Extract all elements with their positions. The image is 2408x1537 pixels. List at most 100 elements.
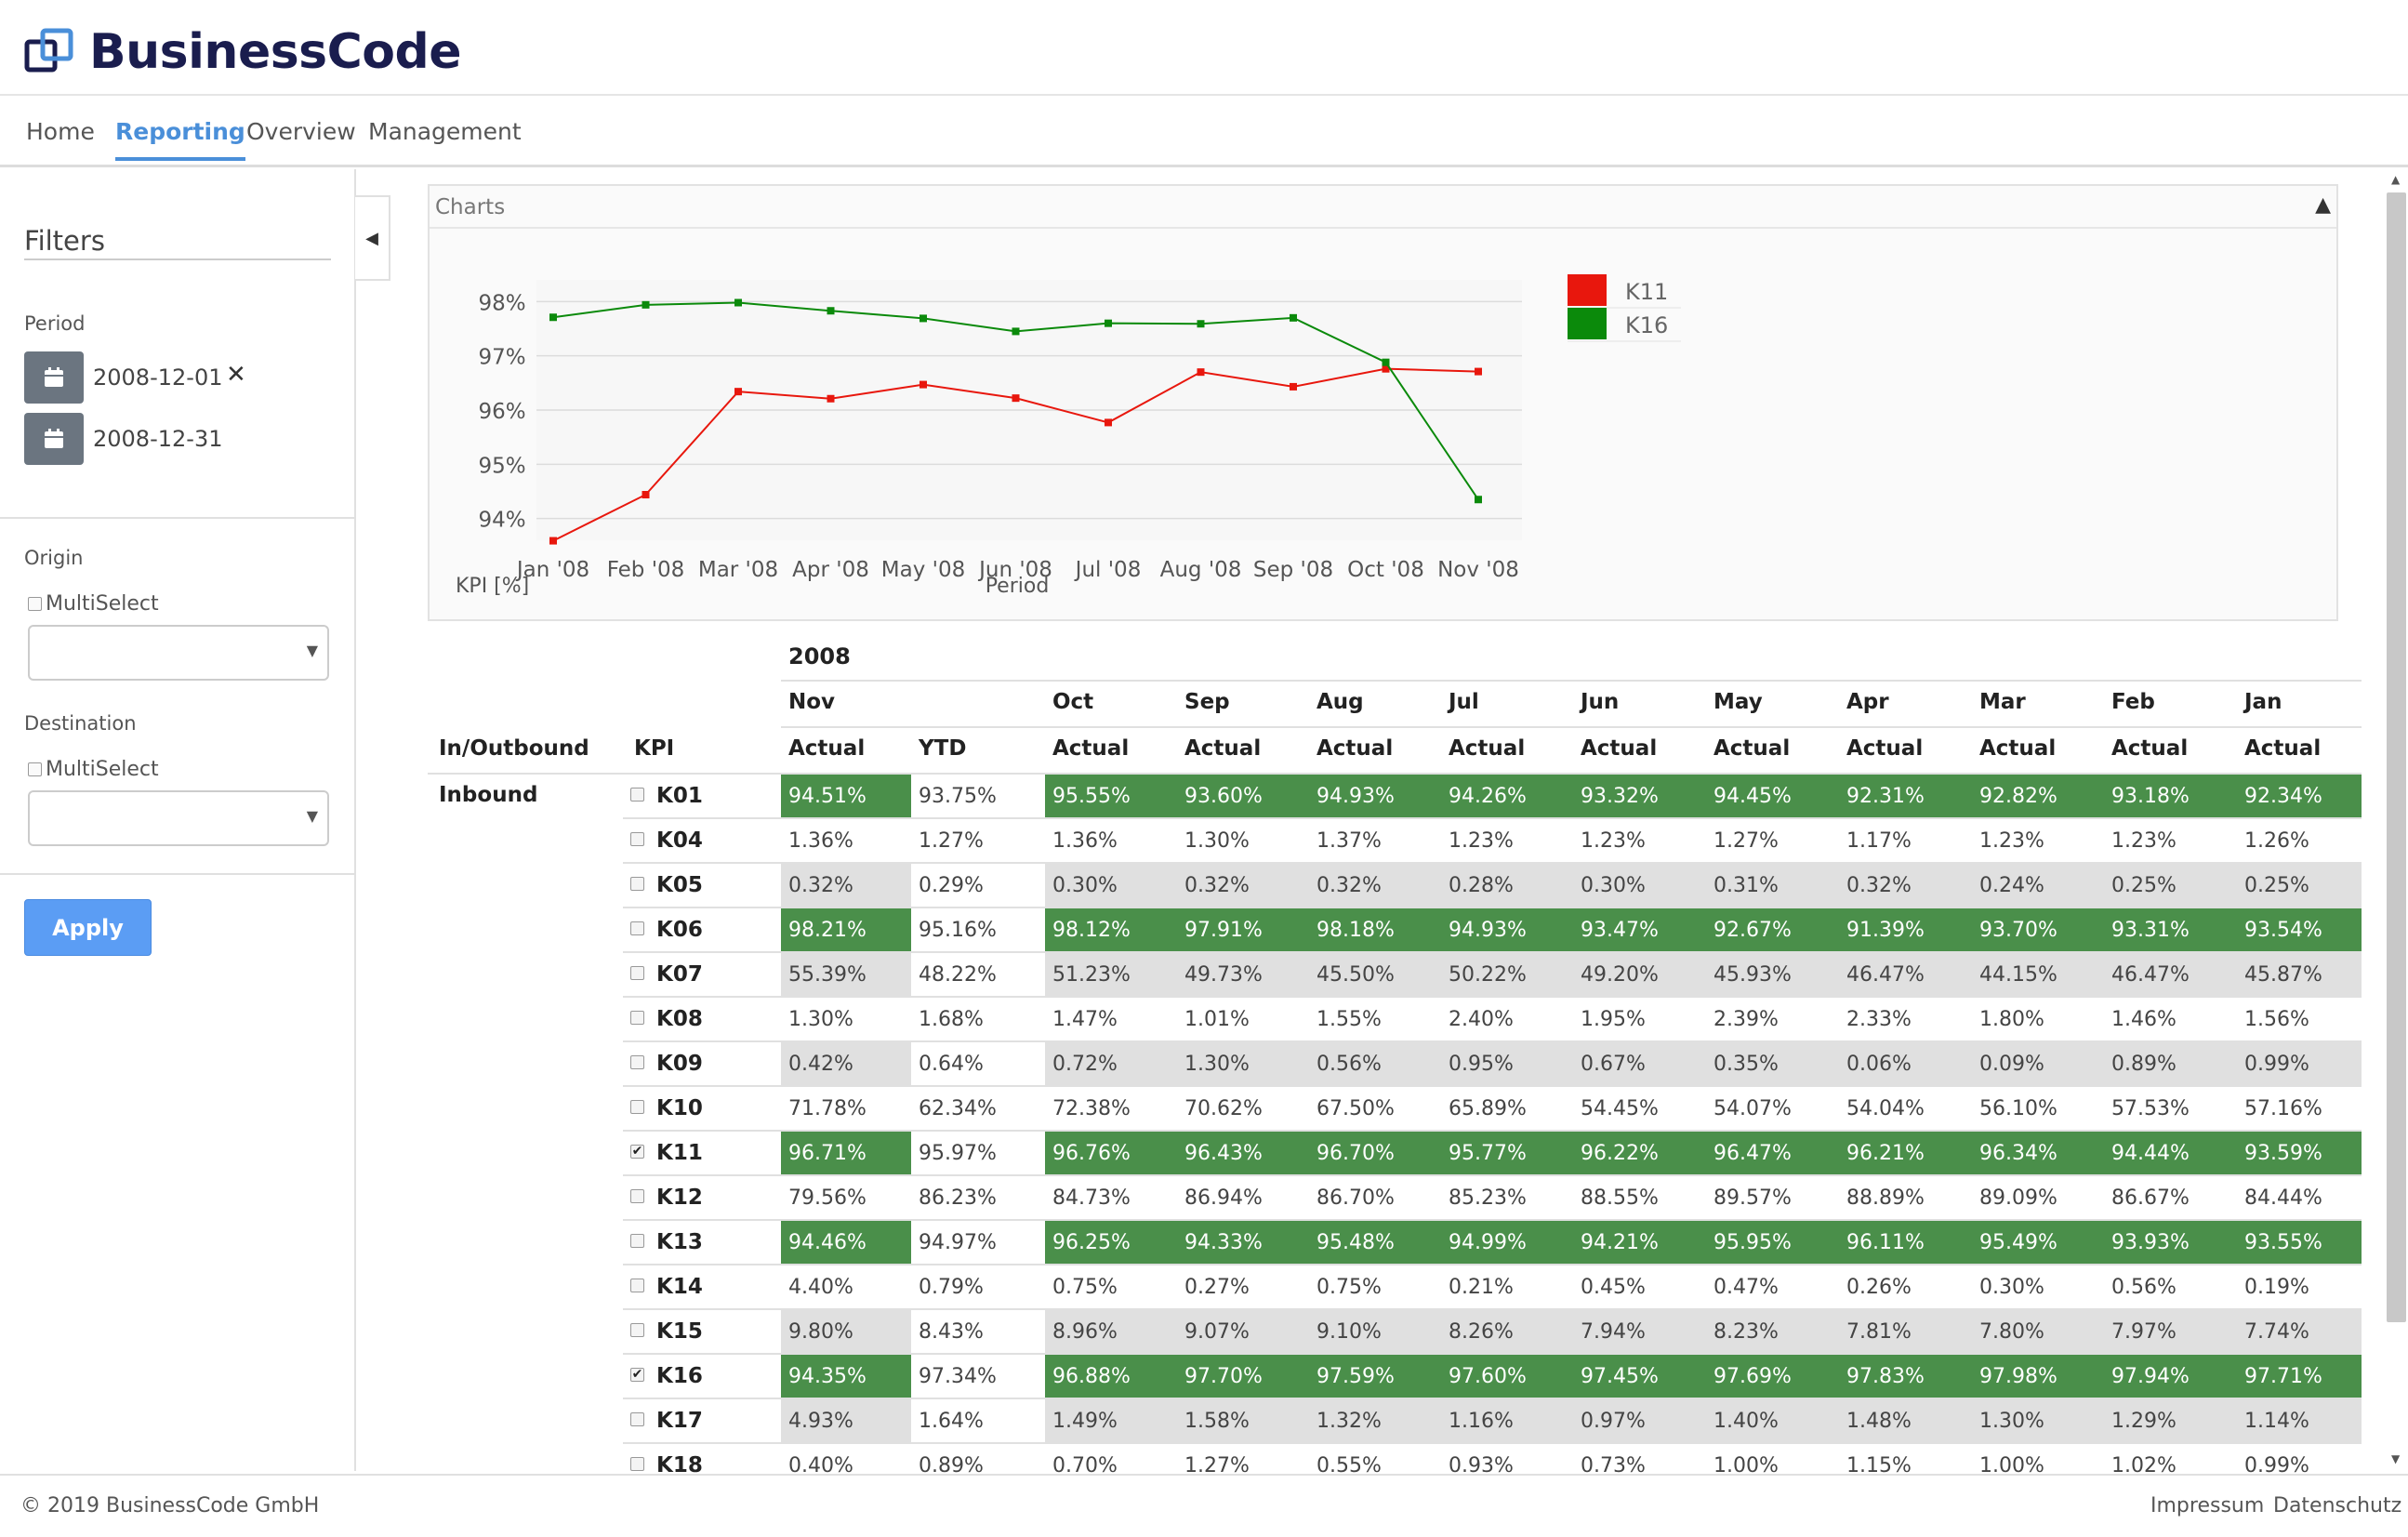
scroll-up-arrow-icon[interactable]: ▲ (2391, 173, 2401, 186)
nav-home[interactable]: Home (26, 118, 95, 145)
destination-multiselect-checkbox[interactable] (28, 762, 42, 776)
kpi-checkbox-k07[interactable] (630, 966, 644, 980)
month-header: Oct (1052, 690, 1094, 714)
scrollbar-thumb[interactable] (2387, 192, 2406, 1322)
kpi-checkbox-k06[interactable] (630, 921, 644, 935)
kpi-checkbox-k04[interactable] (630, 832, 644, 846)
kpi-checkbox-k16[interactable]: ✔ (630, 1367, 644, 1382)
datenschutz-link[interactable]: Datenschutz (2273, 1494, 2402, 1517)
row-divider (623, 1219, 2362, 1221)
table-cell-value: 97.70% (1184, 1365, 1263, 1388)
y-tick-label: 98% (478, 291, 525, 315)
table-cell-value: 1.58% (1184, 1410, 1250, 1433)
table-cell-value: 2.39% (1713, 1008, 1779, 1031)
kpi-checkbox-k15[interactable] (630, 1323, 644, 1337)
table-cell-value: 88.89% (1846, 1186, 1925, 1210)
kpi-checkbox-k17[interactable] (630, 1412, 644, 1426)
end-date-calendar-button[interactable] (24, 413, 84, 465)
nav-management[interactable]: Management (368, 118, 522, 145)
origin-select[interactable]: ▼ (28, 625, 329, 681)
data-point-k11 (1105, 418, 1112, 427)
nav-reporting[interactable]: Reporting (115, 118, 245, 161)
kpi-checkbox-k09[interactable] (630, 1055, 644, 1069)
table-cell-value: 1.15% (1846, 1454, 1912, 1474)
period-start-value[interactable]: 2008-12-01 (93, 364, 223, 391)
table-cell-value: 95.16% (919, 919, 997, 942)
table-cell-value: 84.44% (2244, 1186, 2322, 1210)
kpi-checkbox-k13[interactable] (630, 1234, 644, 1248)
table-cell-value: 79.56% (788, 1186, 867, 1210)
destination-select[interactable]: ▼ (28, 790, 329, 846)
table-cell-value: 1.16% (1449, 1410, 1514, 1433)
apply-button[interactable]: Apply (24, 899, 152, 956)
calendar-icon (45, 367, 63, 387)
table-cell-value: 56.10% (1979, 1097, 2057, 1120)
table-cell-value: 94.44% (2111, 1142, 2190, 1165)
table-cell-value: 86.94% (1184, 1186, 1263, 1210)
row-divider (623, 1442, 2362, 1444)
table-cell-value: 1.30% (1184, 829, 1250, 853)
kpi-checkbox-k11[interactable]: ✔ (630, 1144, 644, 1159)
impressum-link[interactable]: Impressum (2150, 1494, 2265, 1517)
period-end-value[interactable]: 2008-12-31 (93, 426, 223, 452)
month-header: Apr (1846, 690, 1889, 714)
table-cell-value: 65.89% (1449, 1097, 1527, 1120)
origin-multiselect-checkbox[interactable] (28, 597, 42, 611)
table-cell-value: 1.95% (1581, 1008, 1646, 1031)
kpi-label: K12 (656, 1186, 703, 1210)
origin-multiselect-toggle[interactable]: MultiSelect (28, 592, 159, 616)
actual-header: Actual (1581, 736, 1658, 761)
scroll-down-arrow-icon[interactable]: ▼ (2391, 1452, 2401, 1465)
table-cell-value: 96.88% (1052, 1365, 1131, 1388)
table-cell-value: 97.59% (1316, 1365, 1395, 1388)
kpi-checkbox-k18[interactable] (630, 1457, 644, 1471)
table-cell-value: 1.23% (1979, 829, 2044, 853)
table-cell-value: 0.55% (1316, 1454, 1382, 1474)
table-cell-value: 1.14% (2244, 1410, 2309, 1433)
table-cell-value: 50.22% (1449, 963, 1527, 987)
kpi-checkbox-k08[interactable] (630, 1011, 644, 1025)
table-cell-value: 70.62% (1184, 1097, 1263, 1120)
kpi-checkbox-k01[interactable] (630, 788, 644, 802)
table-cell-value: 0.93% (1449, 1454, 1514, 1474)
table-cell-value: 0.32% (1846, 874, 1912, 897)
inout-header: In/Outbound (439, 736, 589, 761)
y-tick-label: 96% (478, 400, 525, 424)
table-cell-value: 95.49% (1979, 1231, 2057, 1254)
table-cell-value: 1.00% (1713, 1454, 1779, 1474)
kpi-label: K13 (656, 1230, 703, 1254)
kpi-checkbox-k10[interactable] (630, 1100, 644, 1114)
table-cell-value: 45.50% (1316, 963, 1395, 987)
table-cell-value: 0.73% (1581, 1454, 1646, 1474)
highlight-row-bg (1045, 1132, 2362, 1174)
filters-title: Filters (24, 225, 105, 257)
triangle-up-icon[interactable]: ▲ (2315, 193, 2331, 217)
destination-multiselect-label: MultiSelect (46, 758, 159, 781)
table-cell-value: 0.89% (919, 1454, 984, 1474)
table-cell-value: 0.47% (1713, 1276, 1779, 1299)
table-cell-value: 0.99% (2244, 1454, 2309, 1474)
x-tick-label: Mar '08 (698, 558, 778, 582)
brand-logo[interactable]: BusinessCode (24, 24, 462, 80)
nav-overview[interactable]: Overview (246, 118, 356, 145)
logo-icon (24, 27, 76, 77)
x-tick-label: May '08 (881, 558, 965, 582)
kpi-checkbox-k05[interactable] (630, 877, 644, 891)
month-header: Aug (1316, 690, 1364, 714)
kpi-label: K07 (656, 962, 703, 987)
table-cell-value: 9.07% (1184, 1320, 1250, 1344)
start-date-calendar-button[interactable] (24, 351, 84, 404)
charts-panel-header: Charts ▲ (430, 186, 2336, 229)
table-cell-value: 62.34% (919, 1097, 997, 1120)
row-divider (623, 862, 2362, 864)
collapse-sidebar-button[interactable]: ◀ (355, 195, 390, 281)
table-cell-value: 93.60% (1184, 785, 1263, 808)
kpi-checkbox-k12[interactable] (630, 1189, 644, 1203)
data-point-k16 (827, 307, 835, 315)
clear-date-icon[interactable]: ✕ (226, 361, 246, 389)
table-cell-value: 1.17% (1846, 829, 1912, 853)
kpi-checkbox-k14[interactable] (630, 1279, 644, 1292)
destination-multiselect-toggle[interactable]: MultiSelect (28, 758, 159, 781)
row-divider (623, 1264, 2362, 1265)
data-point-k16 (1105, 319, 1112, 327)
